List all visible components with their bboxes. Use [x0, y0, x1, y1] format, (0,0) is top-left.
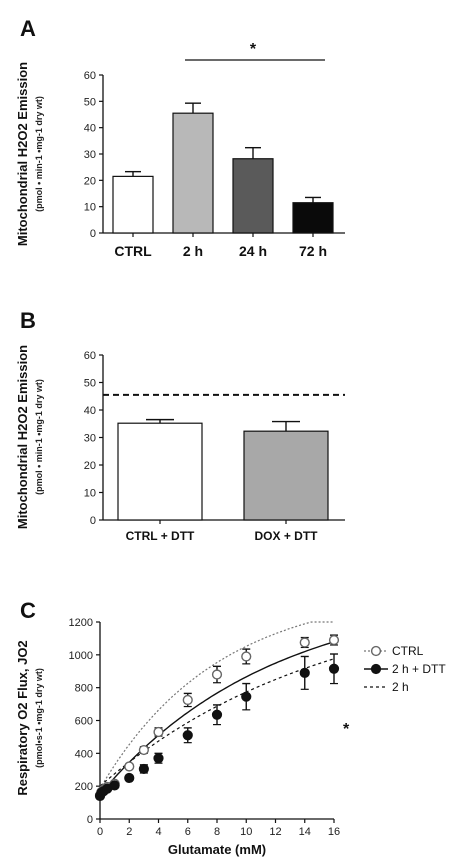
panel-c-x-tick-label: 2 [126, 826, 132, 838]
panel-c-ctrl-point [211, 669, 223, 680]
legend-2h-dtt-label: 2 h + DTT [392, 662, 446, 676]
legend-2h-label: 2 h [392, 680, 409, 694]
panel-c-y-label-line1: Respiratory O2 Flux, JO2 [15, 640, 30, 795]
panel-a-y-tick-label: 20 [84, 175, 96, 187]
panel-a-y-label-line2: (pmol • min-1 •mg-1 dry wt) [34, 96, 44, 212]
panel-b-label: B [20, 308, 36, 333]
panel-b: B 0 10 20 30 40 50 60 CTRL + DTT DOX + DTT Mitocho… [15, 308, 345, 543]
panel-b-y-tick-label: 40 [84, 405, 96, 417]
panel-c-2h-fit [99, 658, 335, 787]
panel-a-category-label: 72 h [299, 243, 327, 259]
panel-a-y-tick-label: 50 [84, 96, 96, 108]
panel-a-y-label-line1: Mitochondrial H2O2 Emission [15, 62, 30, 246]
panel-a-y-tick-label: 30 [84, 149, 96, 161]
panel-c-2h-dtt-point [109, 780, 120, 791]
panel-a-bar [112, 175, 154, 234]
panel-c-ctrl-point [182, 694, 193, 706]
panel-a-category-label: 24 h [239, 243, 267, 259]
panel-c-x-tick-label: 12 [269, 826, 281, 838]
panel-a-y-tick-label: 0 [90, 228, 96, 240]
panel-b-y-label-line2: (pmol • min-1 •mg-1 dry wt) [34, 379, 44, 495]
panel-c-x-tick-label: 4 [155, 826, 161, 838]
panel-b-y-tick-label: 50 [84, 378, 96, 390]
panel-a-bar [292, 202, 334, 234]
panel-a-category-label: CTRL [114, 243, 152, 259]
panel-c-2h-dtt-point [211, 709, 223, 720]
panel-c-x-tick-label: 16 [328, 826, 340, 838]
panel-c-y-tick-label: 200 [75, 781, 93, 793]
panel-a-label: A [20, 16, 36, 41]
panel-b-category-label: CTRL + DTT [126, 529, 195, 543]
panel-a-category-label: 2 h [183, 243, 203, 259]
panel-b-category-label: DOX + DTT [254, 529, 318, 543]
panel-c-y-tick-label: 400 [75, 748, 93, 760]
panel-a-y-tick-label: 10 [84, 202, 96, 214]
panel-c-2h-dtt-point [138, 763, 149, 775]
panel-c-ctrl-fit [99, 621, 334, 789]
panel-b-bar [117, 422, 203, 521]
panel-c-2h-dtt-fit [99, 641, 335, 795]
panel-c-y-tick-label: 600 [75, 716, 93, 728]
panel-c-x-tick-label: 14 [299, 826, 311, 838]
panel-a-bar [172, 112, 214, 234]
panel-c-2h-dtt-point [153, 753, 164, 764]
panel-c-2h-dtt-point [299, 667, 310, 678]
panel-c-y-label-line2: (pmol•s-1 •mg-1 dry wt) [34, 668, 44, 768]
panel-c: C 0 200 400 600 800 1000 1200 0 2 4 6 8 10 12 14 16 Gluta… [15, 598, 446, 857]
panel-b-y-tick-label: 20 [84, 460, 96, 472]
panel-a-y-tick-label: 60 [84, 70, 96, 82]
legend-ctrl-marker [370, 645, 382, 657]
panel-c-y-tick-label: 0 [87, 814, 93, 826]
panel-c-x-tick-label: 8 [214, 826, 220, 838]
panel-c-2h-dtt-point [182, 730, 193, 741]
panel-c-x-tick-label: 0 [97, 826, 103, 838]
panel-a: A 0 10 20 30 40 50 60 CTRL 2 h 24 h 72 h * Mitochondr… [15, 16, 345, 259]
panel-c-y-tick-label: 1200 [69, 617, 93, 629]
panel-c-y-tick-label: 800 [75, 683, 93, 695]
panel-b-y-tick-label: 10 [84, 488, 96, 500]
panel-c-ctrl-point [241, 651, 252, 662]
panel-c-2h-dtt-point [124, 772, 135, 784]
panel-c-ctrl-point [153, 726, 164, 738]
panel-b-y-tick-label: 60 [84, 350, 96, 362]
panel-b-y-tick-label: 30 [84, 433, 96, 445]
panel-b-y-label: Mitochondrial H2O2 Emission (pmol • min-1… [15, 345, 44, 529]
legend-ctrl-label: CTRL [392, 644, 424, 658]
panel-c-x-label: Glutamate (mM) [168, 842, 266, 857]
panel-b-bar [243, 430, 329, 521]
panel-c-y-label: Respiratory O2 Flux, JO2 (pmol•s-1 •mg-1 … [15, 640, 44, 795]
panel-c-significance-star: * [343, 721, 350, 738]
panel-c-ctrl-point [328, 634, 340, 646]
panel-c-ctrl-point [124, 761, 135, 772]
panel-a-significance-star: * [250, 41, 257, 58]
panel-c-x-tick-label: 6 [185, 826, 191, 838]
legend-2h-dtt-marker [370, 663, 382, 675]
panel-a-bar [232, 158, 274, 234]
panel-c-y-tick-label: 1000 [69, 650, 93, 662]
panel-c-ctrl-point [299, 637, 310, 648]
panel-c-x-tick-label: 10 [240, 826, 252, 838]
panel-b-y-label-line1: Mitochondrial H2O2 Emission [15, 345, 30, 529]
panel-c-2h-dtt-point [328, 663, 340, 674]
panel-c-2h-dtt-point [241, 691, 252, 702]
panel-a-y-label: Mitochondrial H2O2 Emission (pmol • min-1… [15, 62, 44, 246]
panel-c-ctrl-point [138, 744, 149, 756]
panel-b-y-tick-label: 0 [90, 515, 96, 527]
panel-c-label: C [20, 598, 36, 623]
panel-a-y-tick-label: 40 [84, 123, 96, 135]
